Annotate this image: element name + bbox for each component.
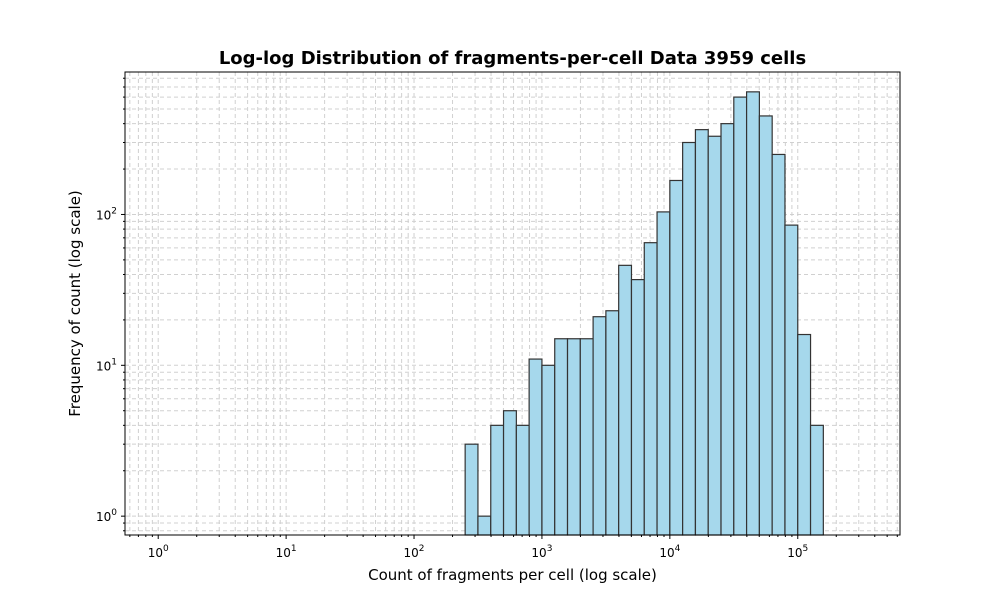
histogram-bar: [643, 242, 658, 536]
axes-frame: [124, 71, 901, 536]
histogram-bar: [733, 96, 748, 536]
y-tick-label: 100: [96, 508, 117, 524]
y-tick-label: 102: [96, 206, 117, 222]
x-tick-label: 101: [276, 544, 297, 560]
histogram-bar: [477, 515, 492, 536]
histogram-bar: [758, 115, 773, 536]
x-tick-label: 102: [404, 544, 425, 560]
histogram-bar: [554, 338, 569, 536]
chart-title: Log-log Distribution of fragments-per-ce…: [219, 48, 806, 69]
histogram-bar: [541, 364, 556, 536]
histogram-bar: [502, 410, 517, 536]
histogram-bar: [618, 264, 633, 536]
histogram-bar: [656, 211, 671, 536]
axis-ticks: [121, 77, 898, 539]
histogram-bar: [669, 179, 684, 536]
histogram-bar: [682, 141, 697, 536]
histogram-bar: [579, 338, 594, 536]
x-tick-label: 105: [787, 544, 808, 560]
histogram-bar: [745, 91, 760, 536]
histogram-bar: [809, 424, 824, 536]
histogram-bar: [771, 153, 786, 536]
histogram-bar: [464, 443, 479, 536]
x-tick-label: 104: [659, 544, 680, 560]
histogram-bar: [694, 129, 709, 536]
histogram-bar: [515, 424, 530, 536]
histogram-bar: [528, 358, 543, 536]
histogram-bar: [605, 310, 620, 536]
histogram-bar: [490, 424, 505, 536]
tick-labels: 100 101 102 103 104 105 100 101 102: [96, 206, 808, 560]
histogram-bar: [707, 135, 722, 536]
x-axis-label: Count of fragments per cell (log scale): [368, 566, 657, 584]
histogram-bar: [592, 316, 607, 536]
y-tick-label: 101: [96, 357, 117, 373]
histogram-bars: [464, 91, 824, 536]
histogram-bar: [630, 279, 645, 536]
histogram-bar: [784, 224, 799, 536]
histogram-bar: [720, 123, 735, 536]
histogram-bar: [797, 333, 812, 536]
y-axis-label: Frequency of count (log scale): [66, 190, 84, 417]
x-tick-label: 100: [148, 544, 169, 560]
histogram-bar: [566, 338, 581, 536]
x-tick-label: 103: [531, 544, 552, 560]
